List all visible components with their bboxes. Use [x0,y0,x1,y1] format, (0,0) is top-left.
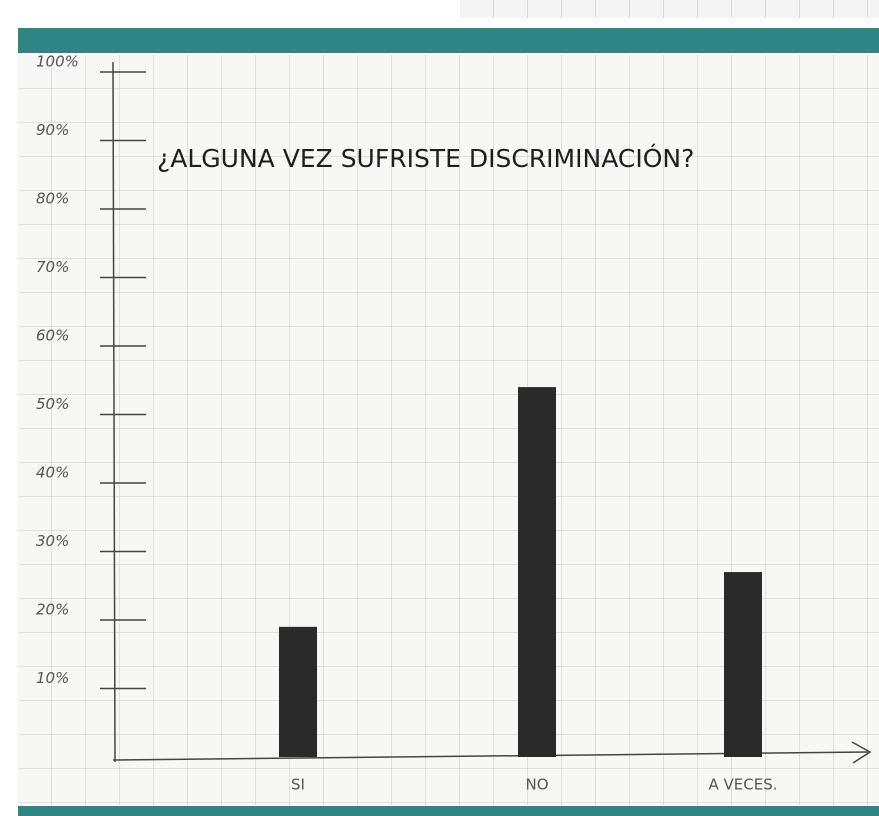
x-tick-label: A VECES. [708,776,777,794]
y-tick-label: 10% [36,669,69,687]
footer-band [18,806,879,816]
page: {"chart_data": {"type": "bar", "title": … [0,0,879,816]
x-tick-label: SI [291,776,305,794]
x-tick-label: NO [525,776,548,794]
slide: ¿ALGUNA VEZ SUFRISTE DISCRIMINACIÓN? 10%… [0,0,879,816]
chart-title: ¿ALGUNA VEZ SUFRISTE DISCRIMINACIÓN? [157,143,694,173]
y-tick-label: 40% [36,464,69,482]
bar [724,572,762,757]
y-tick-label: 70% [36,258,69,276]
y-tick-label: 90% [36,121,69,139]
y-tick-label: 30% [36,532,69,550]
bar [518,387,556,757]
y-tick-label: 50% [36,395,69,413]
bar [279,627,317,757]
y-tick-label: 100% [36,53,79,71]
header-band [18,28,879,53]
y-tick-label: 60% [36,327,69,345]
y-tick-label: 20% [36,601,69,619]
y-tick-label: 80% [36,190,69,208]
top-strip-grid [460,0,879,18]
